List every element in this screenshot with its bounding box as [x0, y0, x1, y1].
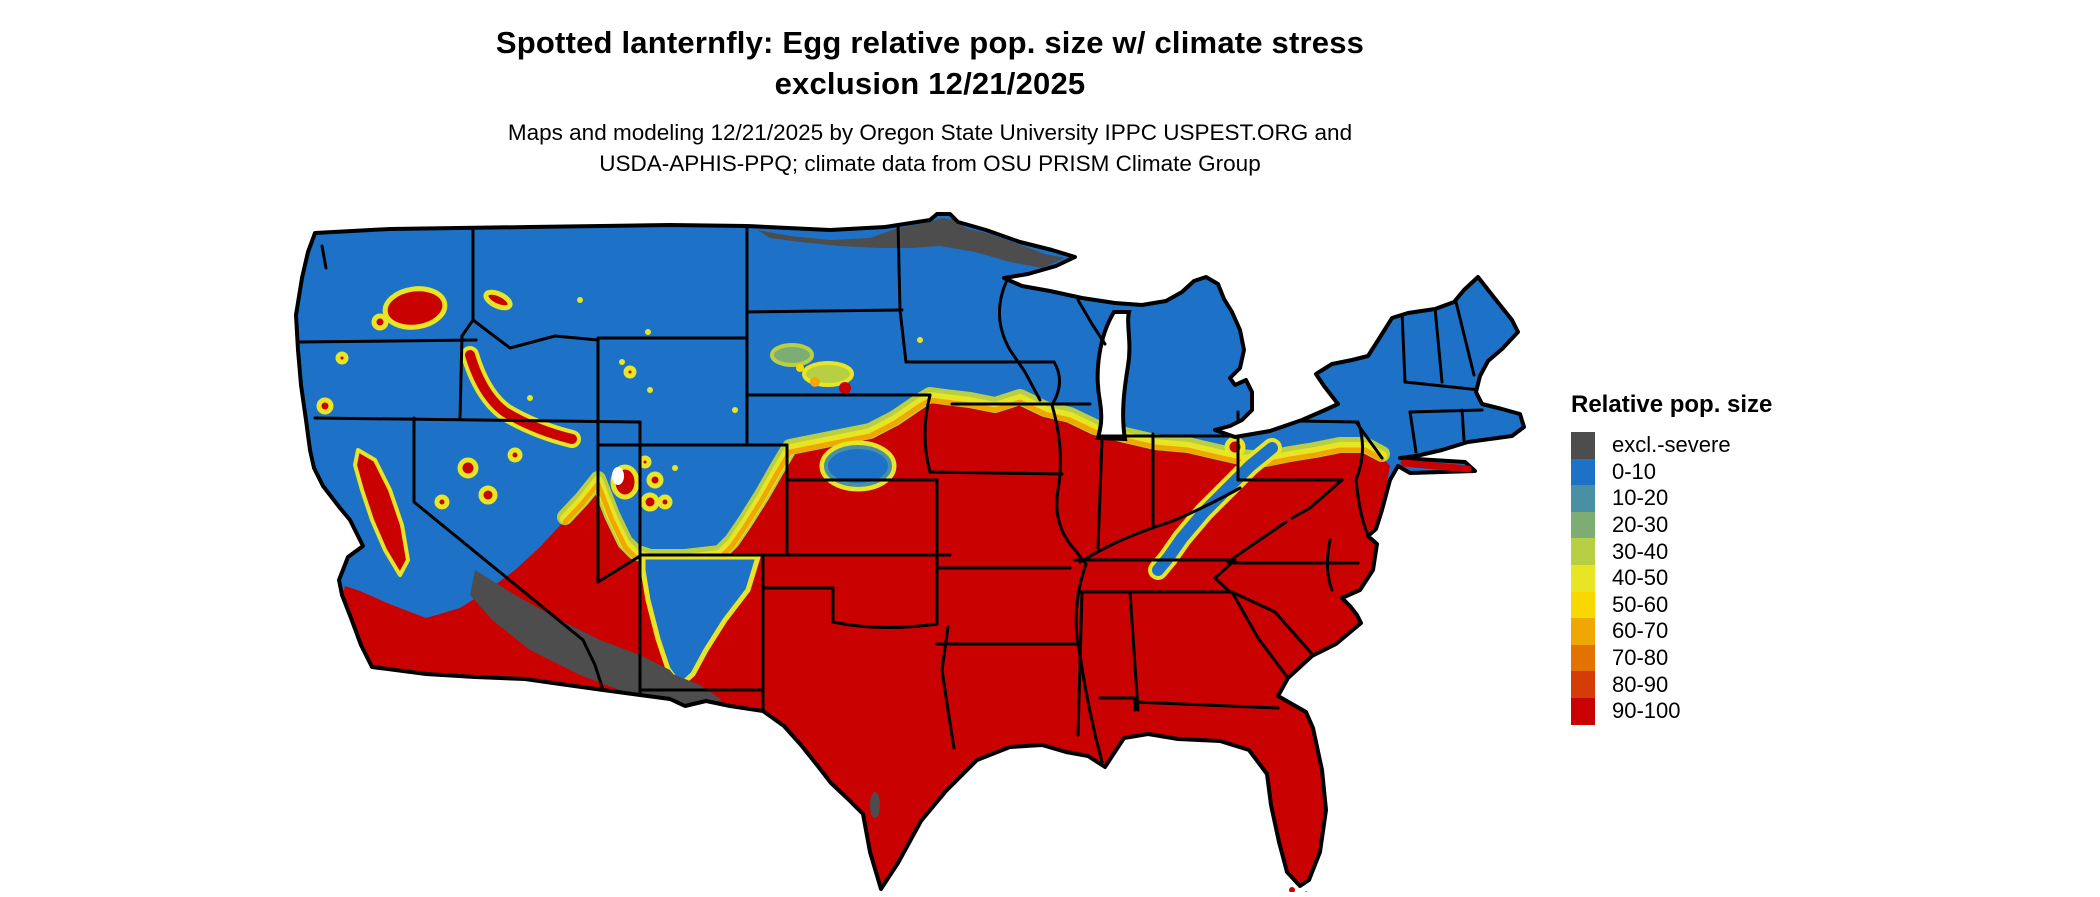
legend-label: 80-90: [1612, 671, 1669, 697]
legend-row-20-30: 20-30: [1571, 511, 1871, 539]
legend-label: 60-70: [1612, 618, 1669, 644]
state-boundaries: [298, 221, 1484, 764]
legend-swatch-80-90: [1571, 671, 1595, 698]
legend-swatch-0-10: [1571, 458, 1595, 486]
legend-label: 10-20: [1612, 485, 1669, 511]
legend-row-90-100: 90-100: [1571, 697, 1871, 725]
wyoming-pocket: [623, 365, 637, 379]
pittsburgh-pocket: [1224, 436, 1246, 458]
oregon-pocket: [316, 397, 334, 415]
title-line-1: Spotted lanternfly: Egg relative pop. si…: [495, 25, 1365, 60]
north-idaho-pocket: [483, 289, 513, 311]
legend-swatch-70-80: [1571, 644, 1595, 672]
nevada-pocket: [457, 457, 479, 479]
legend-swatch-excl-severe: [1571, 432, 1595, 459]
legend-label: excl.-severe: [1612, 432, 1731, 458]
legend-row-0-10: 0-10: [1571, 458, 1871, 486]
legend-label: 40-50: [1612, 565, 1669, 591]
legend-row-80-90: 80-90: [1571, 671, 1871, 698]
legend-swatch-20-30: [1571, 511, 1595, 539]
legend-swatch-30-40: [1571, 538, 1595, 565]
western-high-risk-pockets: [316, 286, 1246, 577]
legend-row-excl-severe: excl.-severe: [1571, 432, 1871, 459]
legend-swatch-50-60: [1571, 591, 1595, 619]
page-subtitle: Maps and modeling 12/21/2025 by Oregon S…: [0, 117, 1860, 179]
us-map-svg: [294, 212, 1526, 897]
excluded-zone-northern-minnesota: [757, 218, 1065, 268]
great-salt-lake: [612, 467, 624, 485]
legend-row-70-80: 70-80: [1571, 644, 1871, 672]
legend-row-50-60: 50-60: [1571, 591, 1871, 619]
title-line-2: exclusion 12/21/2025: [774, 66, 1086, 101]
legend-row-10-20: 10-20: [1571, 485, 1871, 512]
legend-row-40-50: 40-50: [1571, 564, 1871, 592]
legend-title: Relative pop. size: [1571, 391, 1773, 418]
appalachian-low-streak: [1148, 438, 1282, 580]
legend-label: 30-40: [1612, 538, 1669, 564]
legend-swatch-40-50: [1571, 564, 1595, 592]
page-title: Spotted lanternfly: Egg relative pop. si…: [0, 0, 1860, 104]
scatter-transition-dots: [527, 297, 923, 471]
legend-label: 20-30: [1612, 512, 1669, 538]
columbia-basin-pocket: [382, 286, 448, 330]
legend-label: 50-60: [1612, 591, 1669, 617]
nebraska-sandhills-low-patch: [819, 440, 897, 492]
excluded-zone-south-texas: [870, 792, 880, 818]
legend-swatch-10-20: [1571, 485, 1595, 512]
legend-label: 90-100: [1612, 698, 1681, 724]
florida-keys: [1289, 887, 1295, 893]
legend-swatch-60-70: [1571, 618, 1595, 645]
colorado-west-pocket: [646, 471, 664, 489]
header: Spotted lanternfly: Egg relative pop. si…: [0, 0, 1860, 179]
legend-row-60-70: 60-70: [1571, 618, 1871, 645]
legend-label: 0-10: [1612, 458, 1657, 484]
nebraska-sandhills-core: [824, 445, 892, 487]
legend: Relative pop. size excl.-severe 0-10 10-…: [1571, 392, 1871, 725]
high-risk-region-south: [342, 398, 1390, 889]
subtitle-line-2: USDA-APHIS-PPQ; climate data from OSU PR…: [599, 151, 1261, 176]
subtitle-line-1: Maps and modeling 12/21/2025 by Oregon S…: [507, 120, 1353, 145]
south-dakota-transition-blobs: [770, 343, 854, 394]
us-risk-map: [230, 150, 1540, 897]
long-island-high-risk: [1400, 459, 1472, 473]
snake-river-pocket: [461, 346, 581, 448]
legend-label: 70-80: [1612, 645, 1669, 671]
legend-row-30-40: 30-40: [1571, 538, 1871, 565]
central-valley-pocket: [353, 448, 410, 577]
risk-layers: [316, 218, 1390, 889]
legend-rows: excl.-severe 0-10 10-20 20-30 30-40 40-5…: [1571, 432, 1871, 725]
legend-swatch-90-100: [1571, 697, 1595, 725]
